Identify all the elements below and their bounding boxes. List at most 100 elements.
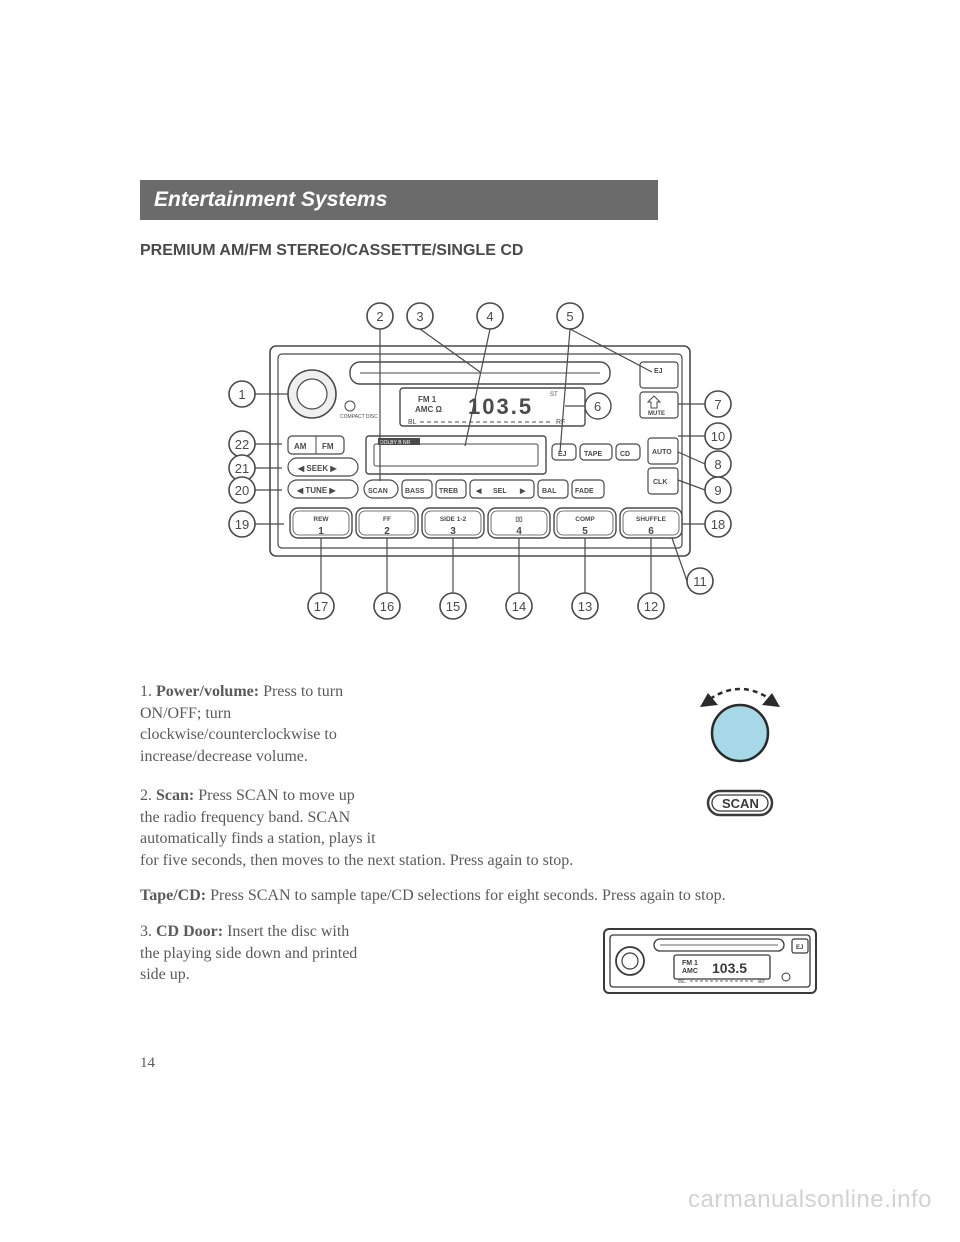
svg-text:5: 5 — [582, 526, 588, 537]
svg-text:COMP: COMP — [575, 516, 595, 523]
page-number: 14 — [140, 1055, 155, 1072]
svg-text:4: 4 — [486, 309, 493, 324]
item-3-label: CD Door: — [156, 923, 223, 940]
svg-text:◀ TUNE ▶: ◀ TUNE ▶ — [296, 486, 336, 495]
svg-text:MUTE: MUTE — [648, 411, 665, 417]
svg-text:6: 6 — [594, 399, 601, 414]
svg-text:FM: FM — [322, 442, 334, 451]
svg-text:TAPE: TAPE — [584, 451, 602, 458]
item-1-line0: Press to turn — [263, 683, 343, 700]
item-1-line3: increase/decrease volume. — [140, 748, 308, 765]
svg-text:◀: ◀ — [475, 488, 482, 495]
item-1-num: 1. — [140, 683, 152, 700]
item-tapecd-label: Tape/CD: — [140, 887, 206, 904]
svg-text:3: 3 — [416, 309, 423, 324]
item-2-num: 2. — [140, 787, 152, 804]
svg-text:RF: RF — [556, 419, 565, 426]
svg-text:3: 3 — [450, 526, 456, 537]
svg-text:COMPACT DISC: COMPACT DISC — [340, 414, 378, 420]
svg-text:16: 16 — [380, 599, 394, 614]
svg-text:CD: CD — [620, 451, 630, 458]
svg-text:SEL: SEL — [493, 488, 507, 495]
svg-text:SCAN: SCAN — [722, 796, 759, 811]
watermark: carmanualsonline.info — [688, 1186, 932, 1214]
svg-text:BL: BL — [408, 419, 417, 426]
item-tapecd-text: Press SCAN to sample tape/CD selections … — [210, 887, 726, 904]
svg-text:12: 12 — [644, 599, 658, 614]
svg-text:FF: FF — [383, 516, 391, 523]
svg-text:18: 18 — [711, 517, 725, 532]
svg-text:EJ: EJ — [558, 451, 567, 458]
mini-radio-icon: FM 1 AMC 103.5 BL RF EJ — [600, 921, 820, 1001]
item-tapecd: Tape/CD: Press SCAN to sample tape/CD se… — [140, 885, 820, 907]
svg-text:17: 17 — [314, 599, 328, 614]
svg-text:19: 19 — [235, 517, 249, 532]
section-header-text: Entertainment Systems — [154, 188, 387, 211]
svg-text:AMC Ω: AMC Ω — [415, 405, 442, 414]
svg-text:SCAN: SCAN — [368, 488, 388, 495]
svg-text:EJ: EJ — [796, 945, 803, 951]
svg-text:9: 9 — [714, 483, 721, 498]
svg-text:ST: ST — [550, 392, 558, 398]
item-2-line1: the radio frequency band. SCAN — [140, 809, 350, 826]
svg-text:▶: ▶ — [519, 488, 526, 495]
svg-text:◀ SEEK ▶: ◀ SEEK ▶ — [297, 464, 337, 473]
svg-text:FM 1: FM 1 — [682, 960, 698, 967]
svg-text:1: 1 — [238, 387, 245, 402]
svg-text:103.5: 103.5 — [712, 960, 747, 976]
item-3-line2: side up. — [140, 966, 190, 983]
item-3-num: 3. — [140, 923, 152, 940]
section-header: Entertainment Systems — [140, 180, 658, 220]
svg-text:7: 7 — [714, 397, 721, 412]
item-1: 1. Power/volume: Press to turn ON/OFF; t… — [140, 681, 820, 771]
display-freq: 103.5 — [468, 394, 533, 419]
item-1-line1: ON/OFF; turn — [140, 705, 231, 722]
item-3-line1: the playing side down and printed — [140, 945, 357, 962]
svg-text:11: 11 — [693, 574, 707, 589]
svg-text:REW: REW — [313, 516, 329, 523]
item-1-line2: clockwise/counterclockwise to — [140, 726, 337, 743]
item-2-label: Scan: — [156, 787, 194, 804]
svg-text:TREB: TREB — [439, 488, 458, 495]
svg-text:2: 2 — [376, 309, 383, 324]
svg-text:1: 1 — [318, 526, 324, 537]
item-2-fullwidth: for five seconds, then moves to the next… — [140, 850, 820, 872]
radio-diagram-svg: COMPACT DISC FM 1 AMC Ω 103.5 ST BL RF E… — [220, 276, 740, 656]
svg-text:14: 14 — [512, 599, 526, 614]
svg-text:SHUFFLE: SHUFFLE — [636, 516, 667, 523]
svg-text:DOLBY B NR: DOLBY B NR — [380, 440, 411, 446]
svg-text:8: 8 — [714, 457, 721, 472]
svg-text:EJ: EJ — [654, 368, 663, 375]
svg-text:20: 20 — [235, 483, 249, 498]
svg-text:4: 4 — [516, 526, 522, 537]
svg-text:RF: RF — [758, 979, 766, 985]
svg-text:AMC: AMC — [682, 968, 698, 975]
svg-text:13: 13 — [578, 599, 592, 614]
item-3: 3. CD Door: Insert the disc with the pla… — [140, 921, 820, 1001]
item-2-line2: automatically finds a station, plays it — [140, 830, 376, 847]
item-3-line0: Insert the disc with — [227, 923, 349, 940]
svg-text:SIDE 1-2: SIDE 1-2 — [440, 516, 467, 523]
svg-text:▯▯: ▯▯ — [515, 516, 523, 523]
svg-text:10: 10 — [711, 429, 725, 444]
item-1-label: Power/volume: — [156, 683, 259, 700]
svg-text:2: 2 — [384, 526, 390, 537]
svg-text:6: 6 — [648, 526, 654, 537]
svg-text:BASS: BASS — [405, 488, 425, 495]
svg-text:15: 15 — [446, 599, 460, 614]
display-band: FM 1 — [418, 395, 437, 404]
item-2: 2. Scan: Press SCAN to move up the radio… — [140, 785, 820, 871]
item-2-line0: Press SCAN to move up — [198, 787, 354, 804]
page-title: PREMIUM AM/FM STEREO/CASSETTE/SINGLE CD — [140, 242, 820, 260]
svg-text:5: 5 — [566, 309, 573, 324]
radio-diagram: COMPACT DISC FM 1 AMC Ω 103.5 ST BL RF E… — [220, 276, 740, 661]
svg-text:CLK: CLK — [653, 479, 667, 486]
svg-text:AM: AM — [294, 442, 307, 451]
svg-text:22: 22 — [235, 437, 249, 452]
svg-text:21: 21 — [235, 461, 249, 476]
svg-text:BAL: BAL — [542, 488, 557, 495]
svg-text:BL: BL — [678, 979, 686, 985]
power-knob-icon — [660, 681, 820, 771]
svg-text:FADE: FADE — [575, 488, 594, 495]
svg-text:AUTO: AUTO — [652, 449, 672, 456]
